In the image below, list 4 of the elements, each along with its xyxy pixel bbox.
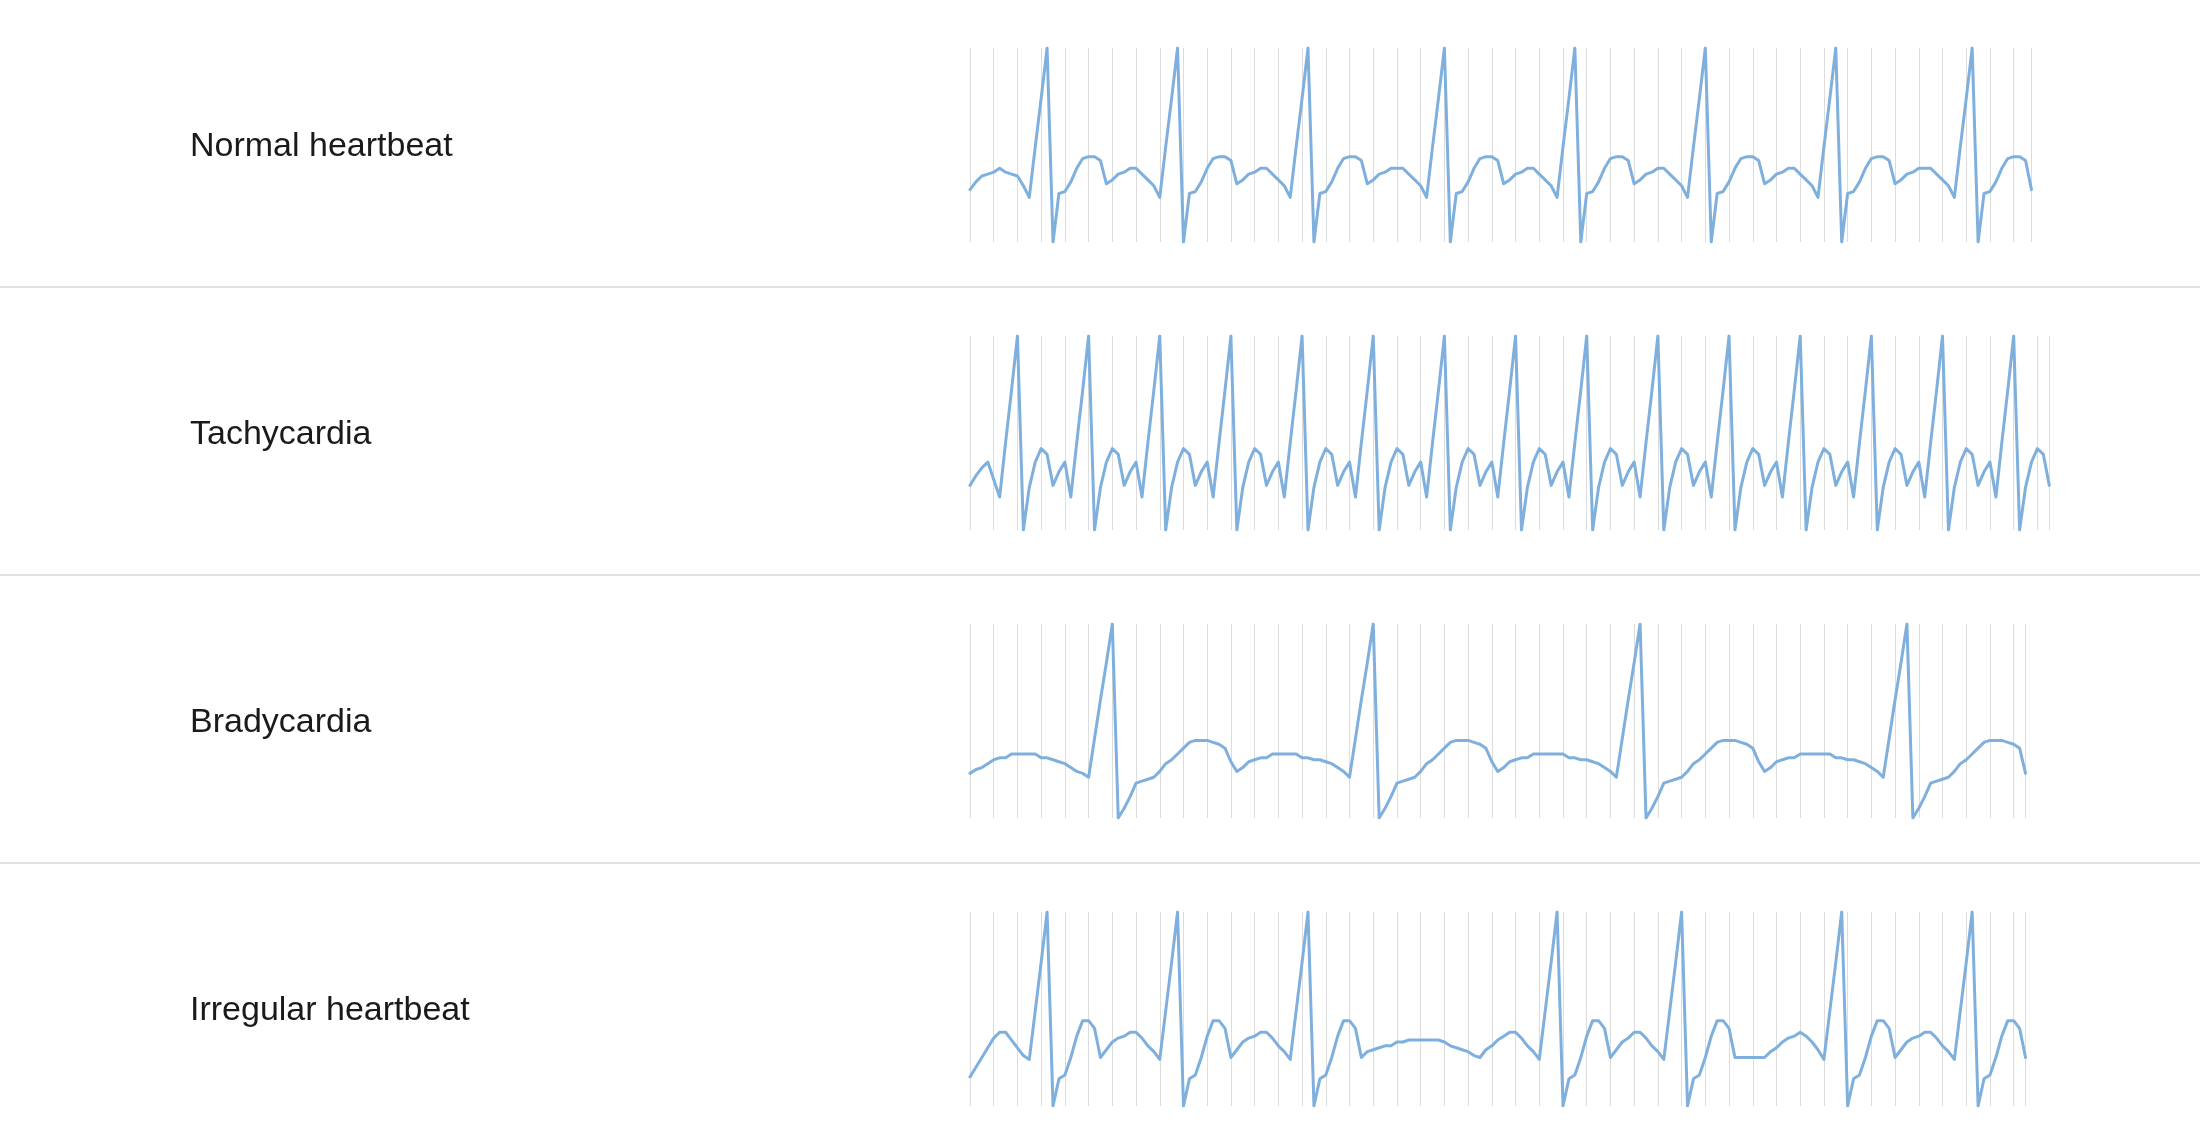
y-axis-title: Normal heartbeat [190, 125, 454, 163]
y-axis-title: Bradycardia [190, 701, 372, 739]
y-axis-title: Irregular heartbeat [190, 989, 471, 1027]
y-axis-title: Tachycardia [190, 413, 372, 451]
